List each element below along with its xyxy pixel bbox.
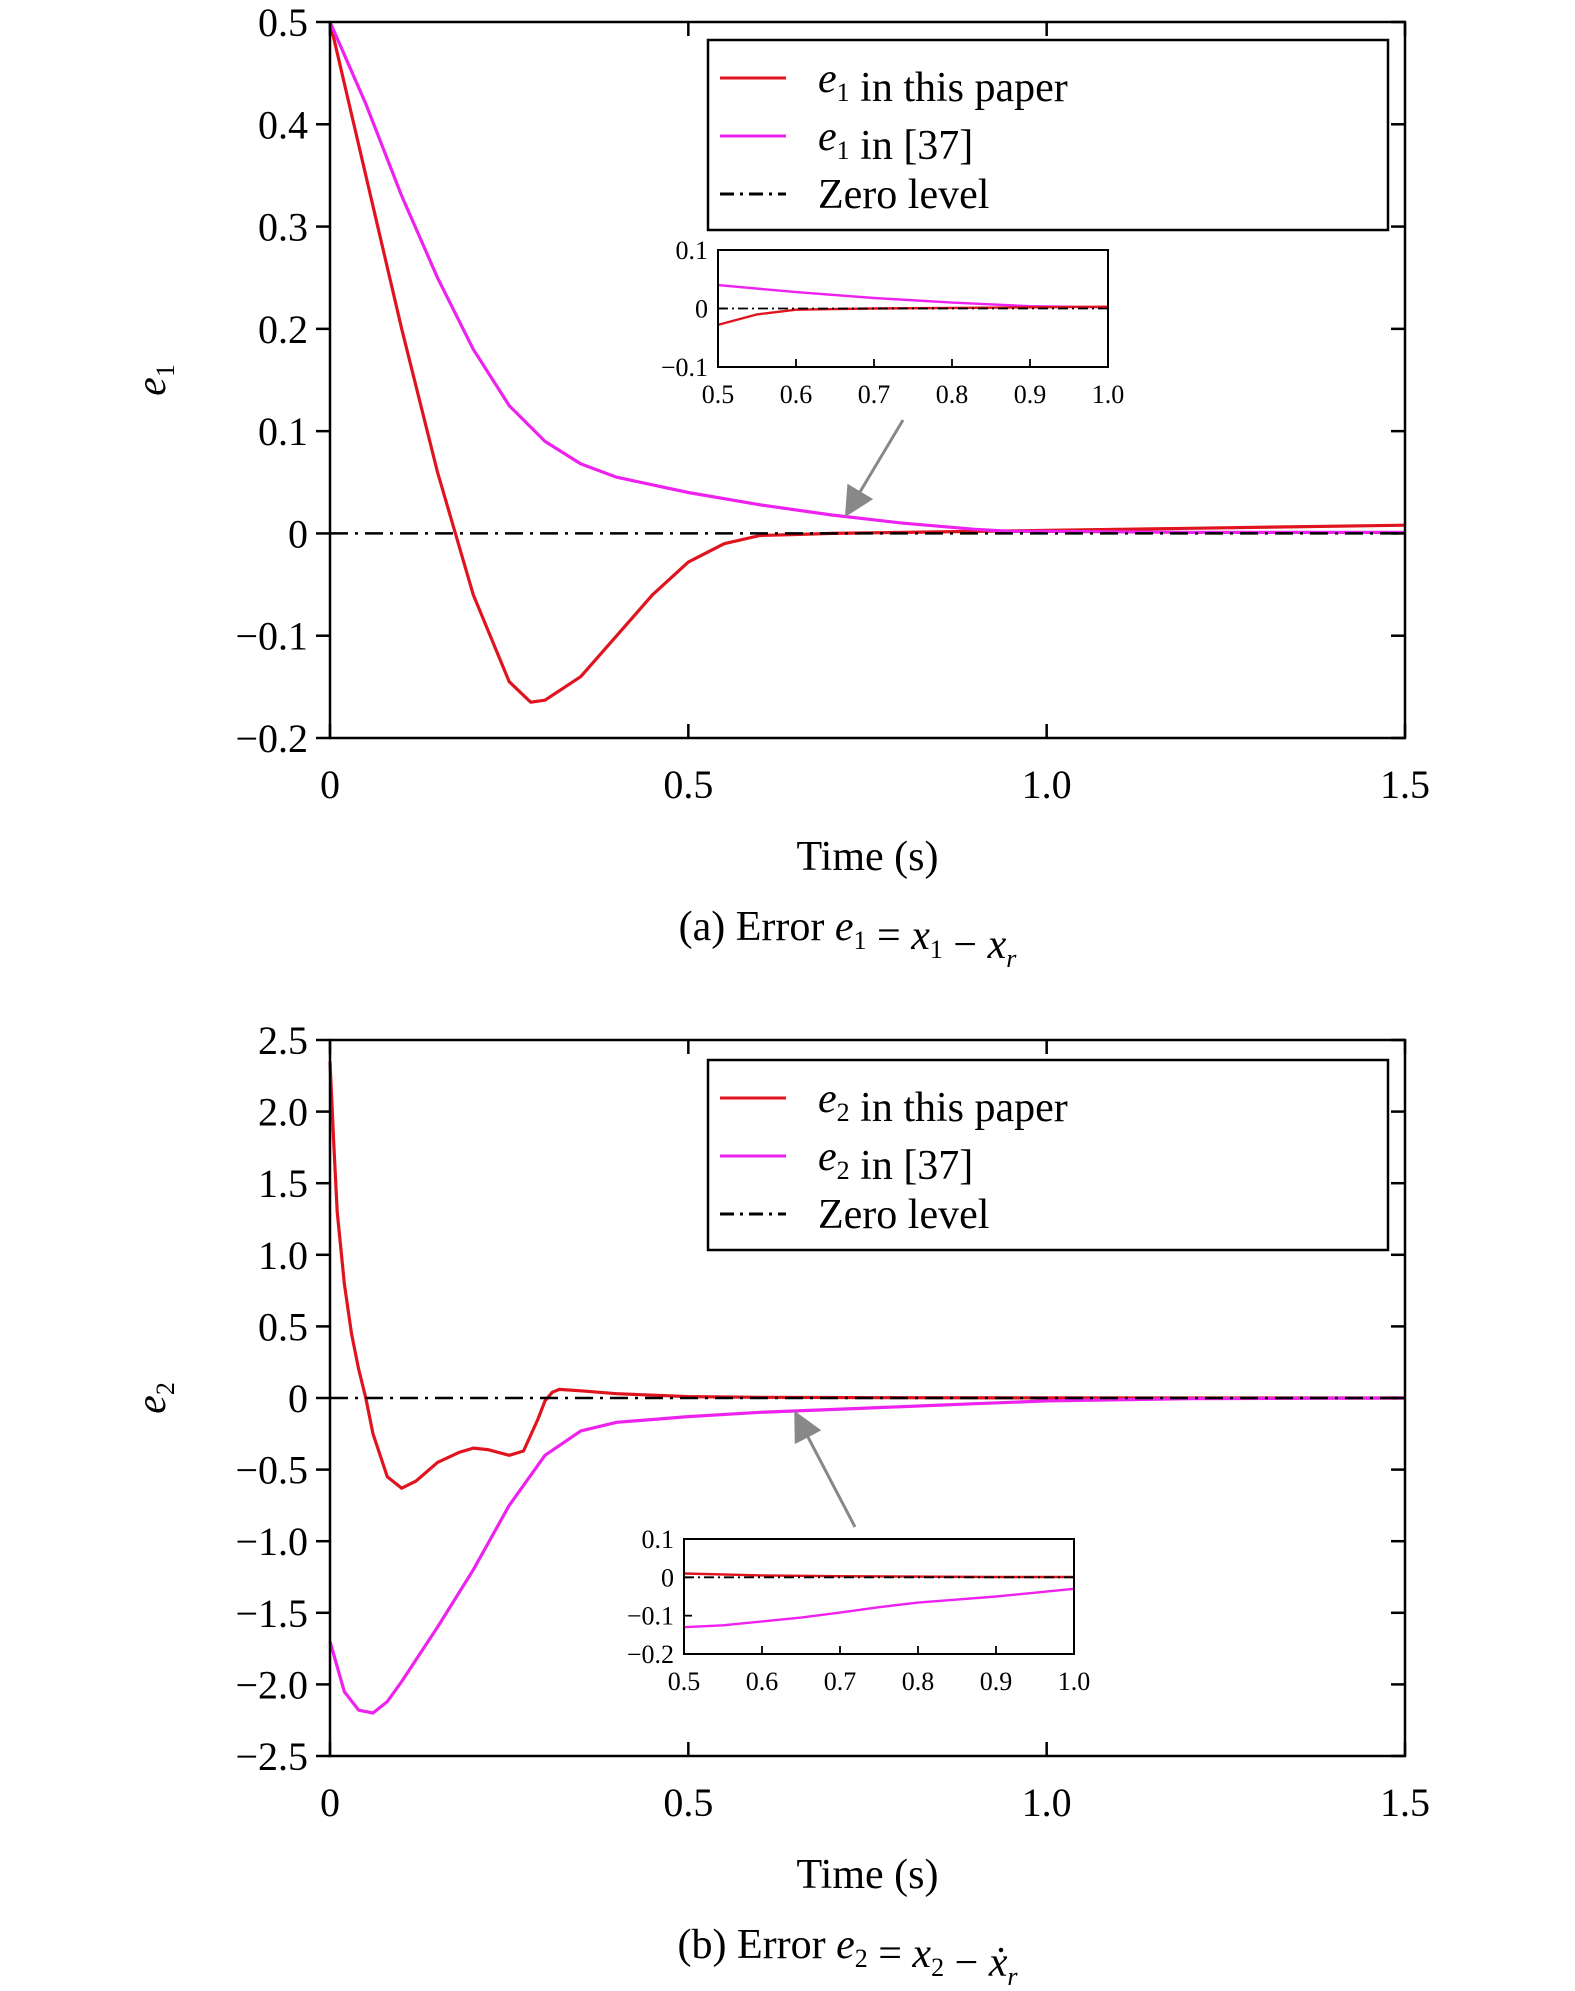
figure-caption: (a) Error e1 = x1 − xr (679, 904, 1018, 973)
inset-y-tick-label: −0.2 (627, 1640, 674, 1669)
y-tick-label: −2.0 (235, 1662, 308, 1707)
inset-y-tick-label: 0.1 (676, 236, 709, 265)
y-tick-label: −0.1 (235, 614, 308, 659)
y-tick-label: −1.5 (235, 1591, 308, 1636)
legend-label-1: e1 in [37] (818, 114, 973, 169)
series-line-1 (328, 1396, 1406, 1715)
y-tick-label: 0.2 (258, 307, 308, 352)
x-tick-label: 0.5 (663, 1780, 713, 1825)
zoom-arrow (794, 1410, 857, 1528)
y-tick-label: 0.3 (258, 205, 308, 250)
legend-label-2: Zero level (818, 172, 989, 218)
legend-box (706, 1058, 1390, 1252)
inset-x-tick-label: 0.6 (746, 1667, 779, 1696)
inset-x-tick-label: 0.7 (858, 380, 891, 409)
inset-x-tick-label: 0.6 (780, 380, 813, 409)
y-tick-label: 1.5 (258, 1161, 308, 1206)
series-line-0 (328, 1061, 1406, 1490)
legend-label-0: e1 in this paper (818, 56, 1068, 111)
x-tick-label: 1.5 (1380, 762, 1430, 807)
inset-y-tick-label: 0.1 (642, 1525, 675, 1554)
x-tick-label: 0 (320, 1780, 340, 1825)
y-tick-label: 1.0 (258, 1233, 308, 1278)
x-axis-label: Time (s) (797, 834, 939, 880)
y-tick-label: 0.5 (258, 1304, 308, 1349)
inset-y-tick-label: 0 (695, 295, 708, 324)
inset-bg (684, 1539, 1074, 1654)
x-tick-label: 1.0 (1022, 1780, 1072, 1825)
inset-y-tick-label: 0 (661, 1563, 674, 1592)
inset-x-tick-label: 0.5 (702, 380, 735, 409)
inset: 0.1 0 −0.10.5 0.6 0.7 0.8 0.9 1.0 (661, 236, 1124, 409)
inset-x-tick-label: 0.8 (902, 1667, 935, 1696)
y-tick-label: 0.1 (258, 409, 308, 454)
y-tick-label: 0.5 (258, 0, 308, 45)
inset-x-tick-label: 0.9 (980, 1667, 1013, 1696)
legend-label-0: e2 in this paper (818, 1076, 1068, 1131)
inset-y-tick-label: −0.1 (627, 1602, 674, 1631)
series-line-0 (328, 21, 1406, 704)
inset-x-tick-label: 1.0 (1092, 380, 1125, 409)
x-axis-label: Time (s) (797, 1852, 939, 1898)
y-tick-label: 2.0 (258, 1090, 308, 1135)
x-tick-label: 1.5 (1380, 1780, 1430, 1825)
inset-series-line-1 (717, 305, 1109, 327)
y-tick-label: 0.4 (258, 102, 308, 147)
y-tick-label: 0 (288, 1376, 308, 1421)
series-line-1 (328, 21, 1405, 534)
y-axis-label: e1 (129, 364, 180, 396)
figure-caption: (b) Error e2 = x2 − ẋr (677, 1922, 1018, 1991)
inset-x-tick-label: 0.8 (936, 380, 969, 409)
plot-frame (328, 20, 1407, 740)
chart-panel-a: 0.5 0.4 0.3 0.2 0.1 0 −0.1 −0.2 0 0.5 1.0 1.5 Time (… (129, 0, 1430, 973)
inset-y-tick-label: −0.1 (661, 353, 708, 382)
chart-panel-b: 2.5 2.0 1.5 1.0 0.5 0 −0.5 −1.0 −1.5 −2.0 −2.5 0 0.5… (129, 1018, 1430, 1991)
inset: 0.1 0 −0.1 −0.20.5 0.6 0.7 0.8 0.9 1.0 (627, 1525, 1090, 1696)
y-tick-label: −0.5 (235, 1448, 308, 1493)
legend-label-2: Zero level (818, 1192, 989, 1238)
y-tick-label: −0.2 (235, 716, 308, 761)
inset-x-tick-label: 1.0 (1058, 1667, 1091, 1696)
legend-label-1: e2 in [37] (818, 1134, 973, 1189)
inset-frame (683, 1538, 1075, 1655)
inset-x-tick-label: 0.7 (824, 1667, 857, 1696)
x-tick-label: 0.5 (663, 762, 713, 807)
y-tick-label: −2.5 (235, 1734, 308, 1779)
y-axis-label: e2 (129, 1382, 180, 1414)
zoom-arrow (844, 419, 905, 518)
inset-x-tick-label: 0.5 (668, 1667, 701, 1696)
inset-series-line-0 (683, 1587, 1075, 1629)
y-tick-label: 0 (288, 511, 308, 556)
x-tick-label: 1.0 (1022, 762, 1072, 807)
y-tick-label: −1.0 (235, 1519, 308, 1564)
x-tick-label: 0 (320, 762, 340, 807)
legend-box (706, 38, 1390, 232)
y-tick-label: 2.5 (258, 1018, 308, 1063)
inset-x-tick-label: 0.9 (1014, 380, 1047, 409)
